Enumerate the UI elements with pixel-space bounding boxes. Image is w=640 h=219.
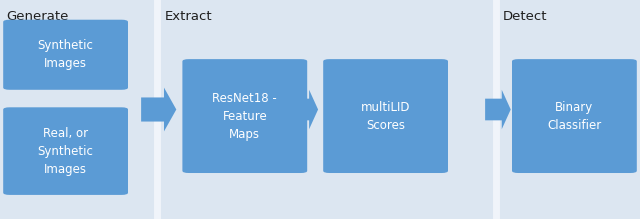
Text: multiLID
Scores: multiLID Scores: [361, 101, 410, 132]
Polygon shape: [141, 88, 177, 131]
Text: Extract: Extract: [165, 10, 212, 23]
Text: Synthetic
Images: Synthetic Images: [38, 39, 93, 70]
Text: Generate: Generate: [6, 10, 68, 23]
Text: Binary
Classifier: Binary Classifier: [547, 101, 602, 132]
Polygon shape: [292, 90, 318, 129]
FancyBboxPatch shape: [323, 59, 448, 173]
FancyBboxPatch shape: [182, 59, 307, 173]
Polygon shape: [485, 90, 511, 129]
FancyBboxPatch shape: [3, 20, 128, 90]
FancyBboxPatch shape: [512, 59, 637, 173]
Text: ResNet18 -
Feature
Maps: ResNet18 - Feature Maps: [212, 92, 277, 141]
Text: Detect: Detect: [502, 10, 547, 23]
FancyBboxPatch shape: [3, 107, 128, 195]
Text: Real, or
Synthetic
Images: Real, or Synthetic Images: [38, 127, 93, 176]
